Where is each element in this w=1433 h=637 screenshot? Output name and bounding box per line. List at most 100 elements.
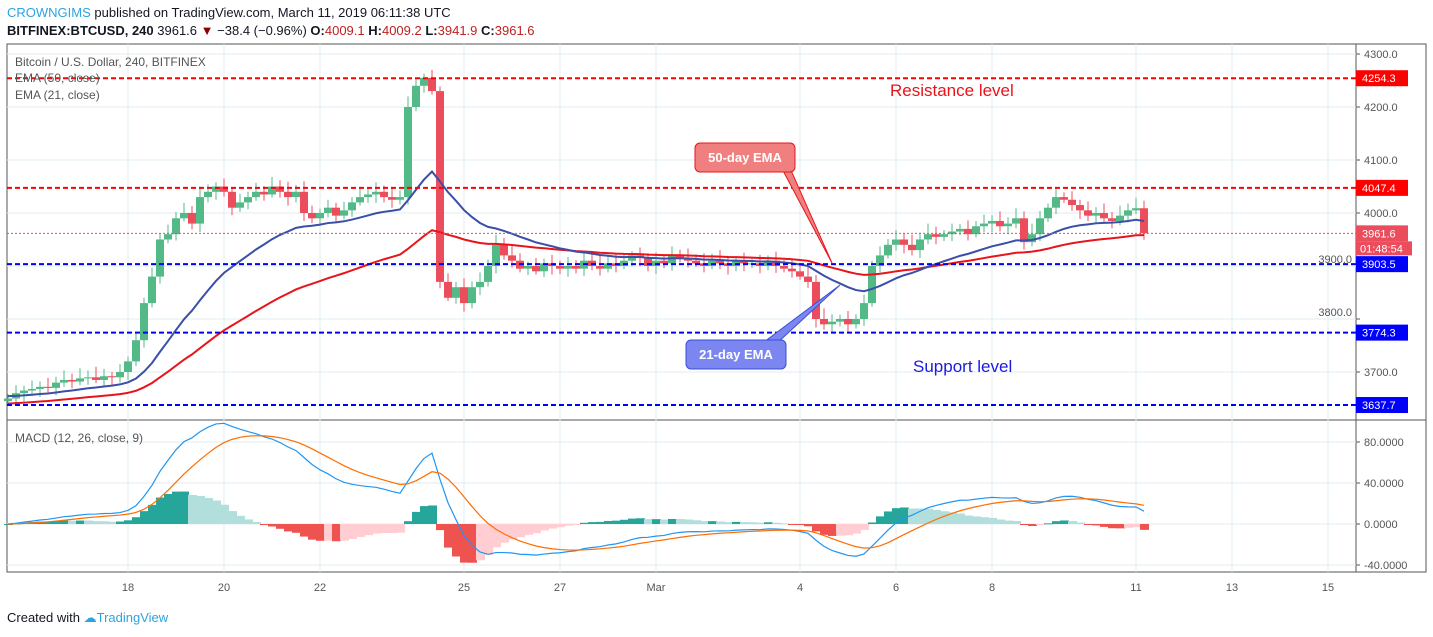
macd-histogram-bar <box>980 517 989 524</box>
tradingview-link[interactable]: TradingView <box>96 610 169 625</box>
footer: Created with ☁TradingView <box>7 610 168 626</box>
candle-up <box>196 197 204 224</box>
candle-down <box>932 234 940 237</box>
macd-histogram-bar <box>196 495 205 524</box>
macd-histogram-bar <box>812 524 821 532</box>
candle-down <box>188 213 196 224</box>
author-link[interactable]: CROWNGIMS <box>7 5 91 20</box>
candle-up <box>252 191 260 198</box>
symbol: BITFINEX:BTCUSD, 240 <box>7 23 154 38</box>
macd-histogram-bar <box>1004 520 1013 524</box>
candle-down <box>228 191 236 208</box>
candle-up <box>132 340 140 362</box>
candle-down <box>1100 213 1108 219</box>
candle-up <box>492 244 500 266</box>
macd-histogram-bar <box>596 521 605 524</box>
candle-down <box>812 281 820 319</box>
ema-50-line <box>7 229 1145 405</box>
x-tick-label: 11 <box>1130 582 1141 594</box>
macd-tick-label: -40.0000 <box>1364 560 1407 572</box>
macd-histogram-bar <box>396 524 405 533</box>
macd-histogram-bar <box>124 520 133 524</box>
candle-up <box>36 386 44 389</box>
macd-histogram-bar <box>556 524 565 528</box>
macd-histogram-bar <box>108 521 117 524</box>
macd-histogram-bar <box>660 519 669 524</box>
countdown-bg <box>1356 241 1412 256</box>
macd-histogram-bar <box>908 508 917 524</box>
candle-up <box>476 281 484 288</box>
candle-up <box>668 255 676 264</box>
x-tick-label: 4 <box>797 582 803 594</box>
macd-histogram-bar <box>1060 520 1069 524</box>
macd-histogram-bar <box>332 524 341 542</box>
candle-up <box>852 319 860 325</box>
level-price-label: 4254.3 <box>1362 73 1396 85</box>
legend-ema50: EMA (50, close) <box>15 71 100 85</box>
candle-up <box>340 210 348 216</box>
candle-up <box>28 388 36 391</box>
candle-down <box>300 191 308 213</box>
x-tick-label: 15 <box>1322 582 1334 594</box>
macd-histogram-bar <box>212 500 221 524</box>
macd-histogram-bar <box>412 511 421 524</box>
macd-histogram-bar <box>612 520 621 524</box>
macd-histogram-bar <box>604 520 613 524</box>
macd-histogram-bar <box>1044 523 1053 525</box>
candle-up <box>412 85 420 107</box>
candle-down <box>220 186 228 192</box>
macd-legend: MACD (12, 26, close, 9) <box>15 431 143 445</box>
macd-histogram-bar <box>244 519 253 524</box>
candle-down <box>692 260 700 264</box>
level-price-label: 3903.5 <box>1362 259 1396 271</box>
macd-histogram-bar <box>1108 524 1117 529</box>
macd-histogram-bar <box>364 524 373 536</box>
candle-up <box>164 234 172 240</box>
candle-up <box>348 202 356 211</box>
candle-down <box>596 266 604 269</box>
candle-down <box>68 379 76 382</box>
candle-down <box>660 260 668 264</box>
candle-down <box>844 319 852 325</box>
macd-histogram-bar <box>884 511 893 524</box>
macd-histogram-bar <box>308 524 317 540</box>
macd-histogram-bar <box>964 515 973 524</box>
macd-histogram-bar <box>1076 522 1085 524</box>
candle-down <box>108 376 116 378</box>
candle-up <box>244 197 252 203</box>
macd-histogram-bar <box>876 516 885 524</box>
macd-histogram-bar <box>260 524 269 525</box>
low-label: L: <box>425 23 438 38</box>
macd-histogram-bar <box>844 524 853 536</box>
macd-histogram-bar <box>444 524 453 548</box>
candle-down <box>716 260 724 264</box>
macd-histogram-bar <box>1140 524 1149 530</box>
macd-histogram-bar <box>228 511 237 524</box>
macd-histogram-bar <box>724 522 733 524</box>
candle-down <box>908 244 916 251</box>
macd-histogram-bar <box>644 519 653 524</box>
macd-line <box>7 422 1145 557</box>
macd-histogram-bar <box>1084 524 1093 525</box>
x-tick-label: 20 <box>218 582 230 594</box>
macd-histogram-bar <box>492 524 501 548</box>
x-tick-label: 25 <box>458 582 470 594</box>
candle-up <box>372 191 380 195</box>
x-tick-label: 6 <box>893 582 899 594</box>
candle-down <box>508 255 516 261</box>
candle-up <box>116 372 124 378</box>
macd-histogram-bar <box>236 515 245 524</box>
macd-histogram-bar <box>940 511 949 524</box>
macd-histogram-bar <box>796 524 805 526</box>
candle-up <box>1036 218 1044 235</box>
macd-histogram-bar <box>828 524 837 536</box>
macd-histogram-bar <box>380 524 389 534</box>
last-price: 3961.6 <box>157 23 198 38</box>
macd-histogram-bar <box>860 524 869 530</box>
macd-histogram-bar <box>204 497 213 524</box>
macd-histogram-bar <box>652 519 661 524</box>
macd-histogram-bar <box>836 524 845 536</box>
candle-up <box>404 107 412 198</box>
macd-histogram-bar <box>404 521 413 524</box>
